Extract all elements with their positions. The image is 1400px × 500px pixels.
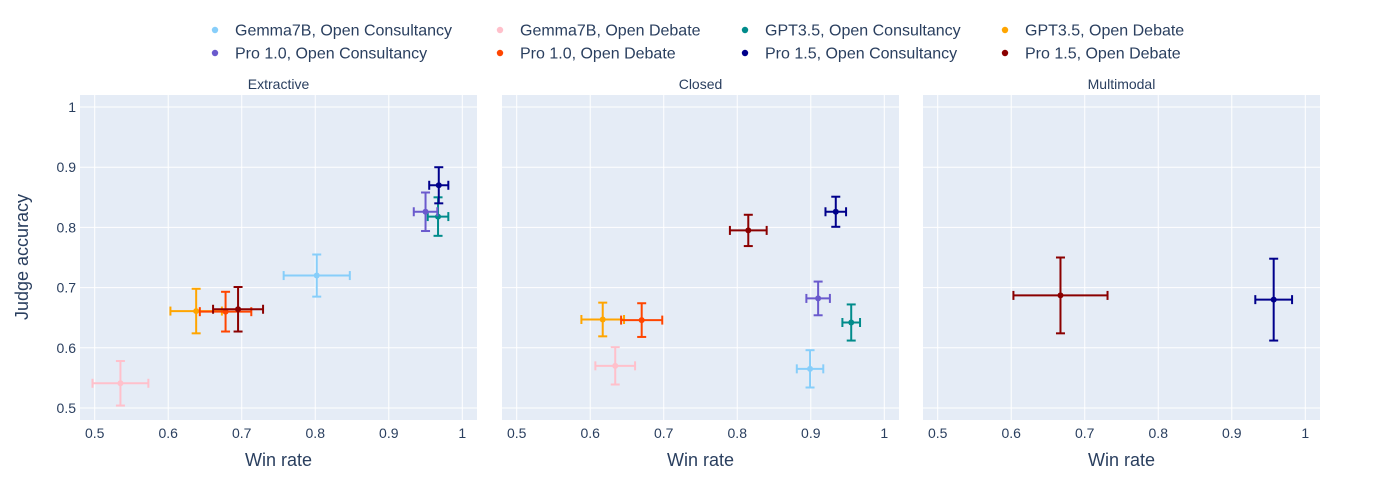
x-tick-label: 0.7 (654, 425, 674, 441)
legend-marker (1001, 49, 1009, 57)
point-marker (815, 295, 822, 302)
point-marker (422, 208, 429, 215)
subplot-extractive: Extractive 0.5 0.6 0.7 0.8 0.9 1 Win rate 0.5 0.6… (57, 76, 477, 470)
x-tick-label: 0.8 (1149, 425, 1169, 441)
point-marker (745, 227, 752, 234)
x-tick-label: 1 (458, 425, 466, 441)
y-tick-label: 0.9 (57, 159, 77, 175)
data-point (594, 346, 637, 386)
point-marker (599, 316, 606, 323)
data-point (620, 302, 664, 338)
data-point (91, 360, 150, 407)
x-tick-label: 0.9 (1222, 425, 1242, 441)
data-point (412, 191, 439, 233)
x-tick-label: 0.6 (158, 425, 178, 441)
x-tick-label: 0.9 (801, 425, 821, 441)
data-point (841, 303, 862, 342)
y-tick-label: 1 (68, 99, 76, 115)
data-point (1012, 256, 1109, 335)
data-point (428, 166, 450, 205)
y-tick-label: 0.6 (57, 340, 77, 356)
point-marker (1270, 296, 1277, 303)
legend-item: GPT3.5, Open Debate (1001, 23, 1184, 40)
x-tick-label: 0.6 (1001, 425, 1021, 441)
x-axis-title: Win rate (667, 450, 734, 470)
x-tick-label: 0.9 (379, 425, 399, 441)
point-marker (612, 362, 619, 369)
x-tick-label: 1 (880, 425, 888, 441)
legend-marker (211, 26, 219, 34)
legend-marker (1001, 26, 1009, 34)
y-tick-label: 0.7 (57, 280, 77, 296)
x-tick-label: 0.7 (1075, 425, 1095, 441)
x-tick-label: 0.8 (728, 425, 748, 441)
legend-marker (496, 49, 504, 57)
data-point (212, 285, 265, 333)
data-point (805, 280, 831, 317)
x-tick-label: 0.5 (85, 425, 105, 441)
legend-marker (496, 26, 504, 34)
data-point (824, 195, 848, 228)
x-tick-label: 0.6 (580, 425, 600, 441)
x-tick-label: 0.5 (928, 425, 948, 441)
data-point (198, 290, 253, 333)
data-point (282, 253, 351, 298)
point-marker (848, 319, 855, 326)
legend-label: Gemma7B, Open Debate (520, 23, 701, 40)
y-tick-label: 0.5 (57, 400, 77, 416)
legend: Gemma7B, Open Consultancy Gemma7B, Open D… (211, 23, 1184, 63)
x-axis-title: Win rate (245, 450, 312, 470)
legend-marker (741, 26, 749, 34)
y-axis-title: Judge accuracy (12, 194, 32, 320)
legend-label: Pro 1.0, Open Debate (520, 46, 676, 63)
legend-item: Pro 1.5, Open Consultancy (741, 46, 957, 63)
legend-item: Pro 1.5, Open Debate (1001, 46, 1181, 63)
subplot-title: Extractive (248, 76, 310, 92)
y-tick-label: 0.8 (57, 219, 77, 235)
legend-item: Gemma7B, Open Debate (496, 23, 701, 40)
subplot-closed: Closed 0.5 0.6 0.7 0.8 0.9 1 Win rate (502, 76, 899, 470)
legend-label: Pro 1.5, Open Consultancy (765, 46, 957, 63)
point-marker (638, 317, 645, 324)
point-marker (832, 208, 839, 215)
legend-item: GPT3.5, Open Consultancy (741, 23, 961, 40)
legend-item: Gemma7B, Open Consultancy (211, 23, 452, 40)
data-point (728, 213, 768, 248)
plot-area (80, 95, 477, 420)
plot-area (923, 95, 1320, 420)
legend-label: GPT3.5, Open Consultancy (765, 23, 961, 40)
point-marker (193, 308, 200, 315)
data-point (1254, 257, 1294, 342)
x-tick-label: 0.8 (306, 425, 326, 441)
plot-area (502, 95, 899, 420)
legend-label: Pro 1.0, Open Consultancy (235, 46, 427, 63)
point-marker (235, 306, 242, 313)
point-marker (807, 365, 814, 372)
point-marker (117, 380, 124, 387)
subplot-title: Closed (679, 76, 723, 92)
x-tick-label: 0.7 (232, 425, 252, 441)
point-marker (313, 272, 320, 279)
legend-marker (211, 49, 219, 57)
x-axis-title: Win rate (1088, 450, 1155, 470)
subplot-title: Multimodal (1088, 76, 1156, 92)
legend-label: Pro 1.5, Open Debate (1025, 46, 1181, 63)
point-marker (435, 182, 442, 189)
legend-label: GPT3.5, Open Debate (1025, 23, 1184, 40)
legend-item: Pro 1.0, Open Consultancy (211, 46, 427, 63)
subplot-multimodal: Multimodal 0.5 0.6 0.7 0.8 0.9 1 Win rate (923, 76, 1320, 470)
legend-item: Pro 1.0, Open Debate (496, 46, 676, 63)
legend-marker (741, 49, 749, 57)
x-tick-label: 0.5 (507, 425, 527, 441)
x-tick-label: 1 (1301, 425, 1309, 441)
legend-label: Gemma7B, Open Consultancy (235, 23, 452, 40)
point-marker (1057, 292, 1064, 299)
data-point (795, 349, 825, 389)
